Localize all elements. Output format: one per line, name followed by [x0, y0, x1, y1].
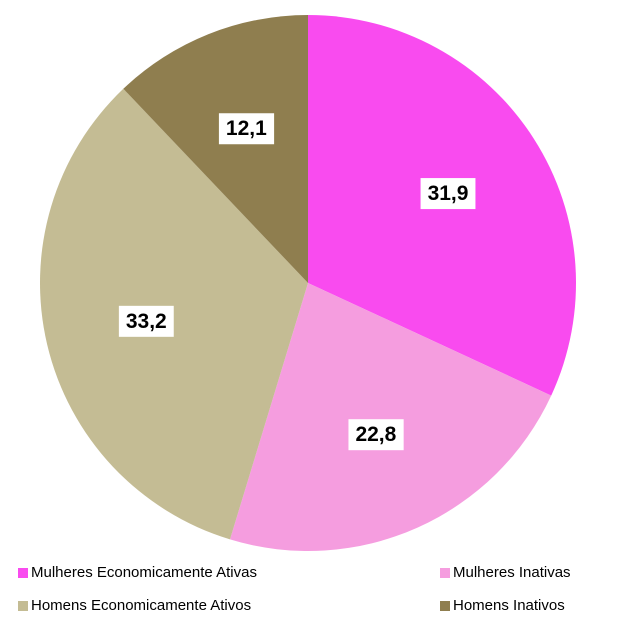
- data-label-box: [218, 113, 275, 145]
- data-label-box: [420, 178, 476, 210]
- data-label-text: 12,1: [226, 117, 267, 140]
- data-label-box: [118, 305, 174, 337]
- legend-label: Mulheres Inativas: [453, 564, 571, 581]
- data-label-text: 22,8: [355, 423, 396, 446]
- data-label-text: 33,2: [126, 310, 167, 333]
- data-label-text: 31,9: [428, 182, 469, 205]
- legend-label: Homens Economicamente Ativos: [31, 597, 251, 614]
- data-label: 31,9: [420, 178, 476, 210]
- legend-swatch: [18, 568, 28, 578]
- legend-label: Homens Inativos: [453, 597, 565, 614]
- data-label-box: [348, 419, 404, 451]
- legend-swatch: [440, 601, 450, 611]
- data-label: 22,8: [348, 419, 404, 451]
- legend-swatch: [18, 601, 28, 611]
- pie-slice: [230, 283, 552, 551]
- data-label: 12,1: [218, 113, 275, 145]
- legend-label: Mulheres Economicamente Ativas: [31, 564, 257, 581]
- data-label: 33,2: [118, 305, 174, 337]
- pie-slice: [123, 15, 308, 283]
- pie-slice: [40, 88, 308, 540]
- legend-swatch: [440, 568, 450, 578]
